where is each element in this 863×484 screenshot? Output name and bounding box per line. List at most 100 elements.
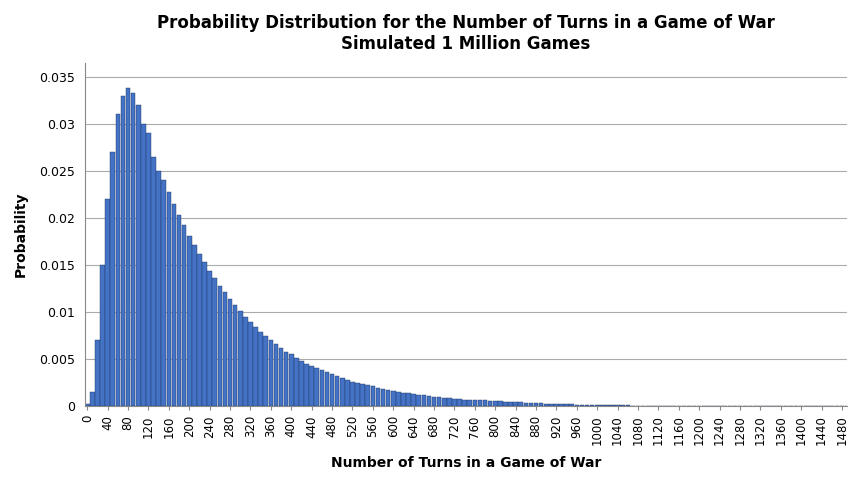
Bar	[468, 399, 472, 406]
Bar	[386, 390, 390, 406]
Bar	[493, 401, 498, 406]
Bar	[580, 405, 584, 406]
Bar	[268, 340, 274, 406]
Bar	[131, 93, 135, 406]
Bar	[488, 401, 493, 406]
Bar	[615, 405, 620, 406]
Bar	[253, 327, 258, 406]
Bar	[284, 351, 288, 406]
Bar	[575, 405, 579, 406]
Bar	[116, 114, 120, 406]
Bar	[197, 254, 202, 406]
X-axis label: Number of Turns in a Game of War: Number of Turns in a Game of War	[331, 456, 602, 470]
Bar	[477, 400, 482, 406]
Bar	[105, 199, 110, 406]
Bar	[156, 171, 161, 406]
Bar	[421, 395, 426, 406]
Bar	[524, 403, 528, 406]
Bar	[585, 405, 589, 406]
Bar	[167, 192, 171, 406]
Bar	[314, 368, 319, 406]
Bar	[595, 405, 600, 406]
Bar	[529, 403, 533, 406]
Bar	[554, 404, 558, 406]
Bar	[294, 358, 299, 406]
Bar	[620, 405, 625, 406]
Bar	[406, 393, 411, 406]
Bar	[350, 381, 355, 406]
Bar	[172, 204, 176, 406]
Bar	[110, 152, 115, 406]
Bar	[570, 404, 574, 406]
Bar	[375, 388, 381, 406]
Bar	[279, 348, 283, 406]
Bar	[249, 322, 253, 406]
Bar	[365, 385, 370, 406]
Bar	[391, 391, 395, 406]
Bar	[121, 95, 125, 406]
Bar	[381, 389, 386, 406]
Bar	[401, 393, 406, 406]
Bar	[437, 397, 442, 406]
Bar	[207, 271, 212, 406]
Bar	[182, 226, 186, 406]
Bar	[192, 245, 197, 406]
Bar	[482, 400, 488, 406]
Bar	[340, 378, 344, 406]
Bar	[457, 398, 462, 406]
Bar	[258, 332, 263, 406]
Bar	[85, 404, 90, 406]
Bar	[452, 398, 457, 406]
Bar	[141, 124, 146, 406]
Bar	[432, 397, 437, 406]
Bar	[610, 405, 614, 406]
Bar	[605, 405, 609, 406]
Bar	[305, 364, 309, 406]
Bar	[243, 317, 248, 406]
Bar	[95, 340, 100, 406]
Bar	[519, 402, 523, 406]
Bar	[447, 398, 451, 406]
Bar	[100, 265, 105, 406]
Bar	[626, 405, 630, 406]
Bar	[345, 380, 350, 406]
Bar	[370, 386, 375, 406]
Bar	[90, 392, 95, 406]
Bar	[412, 394, 416, 406]
Bar	[361, 384, 365, 406]
Bar	[335, 376, 339, 406]
Bar	[202, 262, 207, 406]
Bar	[324, 372, 330, 406]
Bar	[289, 354, 293, 406]
Bar	[233, 305, 237, 406]
Bar	[356, 382, 360, 406]
Bar	[498, 401, 502, 406]
Bar	[396, 392, 400, 406]
Title: Probability Distribution for the Number of Turns in a Game of War
Simulated 1 Mi: Probability Distribution for the Number …	[157, 14, 775, 53]
Bar	[589, 405, 595, 406]
Bar	[274, 344, 278, 406]
Bar	[263, 336, 268, 406]
Bar	[508, 402, 513, 406]
Bar	[177, 215, 181, 406]
Bar	[533, 403, 539, 406]
Bar	[600, 405, 605, 406]
Bar	[549, 404, 553, 406]
Bar	[442, 398, 446, 406]
Bar	[564, 404, 569, 406]
Bar	[299, 361, 304, 406]
Bar	[330, 374, 334, 406]
Bar	[228, 299, 232, 406]
Bar	[319, 370, 324, 406]
Bar	[187, 236, 192, 406]
Bar	[503, 402, 507, 406]
Bar	[238, 311, 243, 406]
Bar	[151, 157, 156, 406]
Bar	[126, 88, 130, 406]
Bar	[426, 396, 432, 406]
Bar	[217, 286, 222, 406]
Bar	[473, 400, 477, 406]
Y-axis label: Probability: Probability	[14, 192, 28, 277]
Bar	[463, 399, 467, 406]
Bar	[212, 278, 217, 406]
